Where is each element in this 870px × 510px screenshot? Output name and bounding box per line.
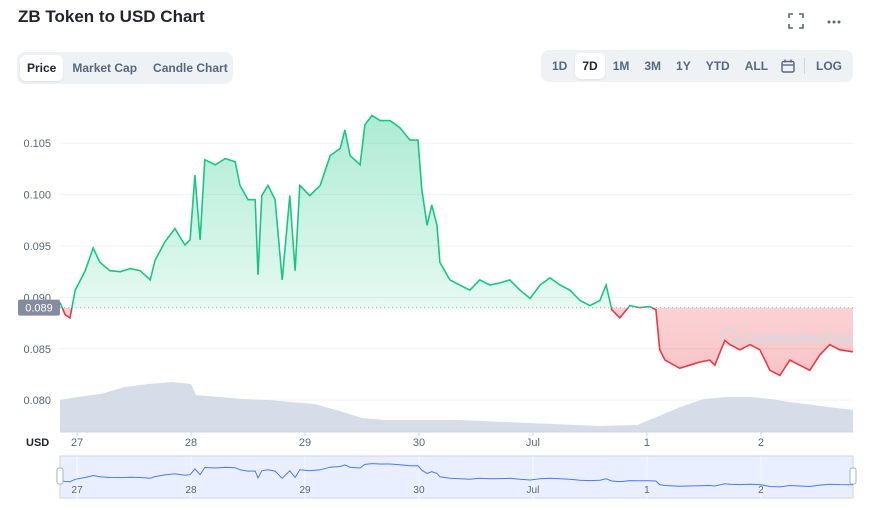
y-tick-label: 0.085 [23, 344, 51, 356]
watermark: CoinMarketCap [742, 330, 852, 347]
price-line-down [61, 307, 853, 377]
x-axis-label: USD [26, 437, 49, 449]
more-icon[interactable] [826, 13, 842, 29]
navigator-tick-label: 27 [72, 485, 84, 496]
navigator-line [59, 463, 854, 488]
navigator-tick-label: 1 [644, 485, 650, 496]
calendar-button[interactable] [776, 55, 800, 77]
price-area-up [60, 115, 853, 308]
price-area-down [62, 307, 853, 376]
log-button[interactable]: LOG [816, 59, 842, 73]
navigator-handle-left[interactable] [56, 467, 64, 485]
fullscreen-icon[interactable] [788, 12, 804, 29]
tab-button[interactable]: Candle Chart [153, 61, 228, 75]
separator [804, 58, 805, 74]
chart-title: ZB Token to USD Chart [18, 7, 205, 26]
current-price-label: 0.089 [25, 303, 53, 315]
navigator-tick-label: 29 [299, 485, 311, 496]
x-tick-label: 29 [299, 437, 311, 449]
tab-button[interactable]: Market Cap [72, 61, 138, 75]
y-tick-label: 0.080 [23, 395, 51, 407]
x-tick-label: 2 [758, 437, 764, 449]
range-button[interactable]: 1M [612, 59, 630, 73]
navigator-tick-label: Jul [527, 485, 540, 496]
navigator-tick-label: 28 [185, 485, 197, 496]
range-button[interactable]: 1Y [676, 59, 691, 73]
current-price-box [18, 299, 60, 316]
navigator-tick-label: 30 [413, 485, 425, 496]
y-tick-label: 0.100 [23, 190, 51, 202]
plot: 0.0800.0850.0900.0950.1000.105CoinMarket… [18, 114, 857, 499]
navigator-bg [59, 455, 854, 499]
range-button[interactable]: ALL [744, 59, 769, 73]
toolbar-icons[interactable] [788, 12, 842, 30]
chart-tabs: Price Market Cap Candle Chart [17, 52, 233, 84]
tab-button[interactable]: Price [20, 55, 64, 81]
x-tick-label: Jul [526, 437, 540, 449]
calendar-icon[interactable] [781, 59, 795, 73]
x-tick-label: 1 [644, 437, 650, 449]
range-button[interactable]: 7D [575, 53, 605, 79]
watermark-logo [720, 328, 738, 346]
x-tick-label: 28 [185, 437, 197, 449]
navigator-tick-label: 2 [758, 485, 764, 496]
range-button[interactable]: 3M [644, 59, 662, 73]
range-button[interactable]: 1D [552, 59, 568, 73]
range-buttons: 1D 7D 1M 3M 1Y YTD ALL LOG [541, 50, 853, 82]
y-tick-label: 0.105 [23, 138, 51, 150]
range-button[interactable]: YTD [705, 59, 730, 73]
x-tick-label: 27 [71, 437, 83, 449]
y-tick-label: 0.095 [23, 241, 51, 253]
volume-area [60, 382, 853, 432]
x-tick-label: 30 [413, 437, 425, 449]
price-line-up [60, 114, 654, 308]
navigator-handle-right[interactable] [849, 467, 857, 485]
